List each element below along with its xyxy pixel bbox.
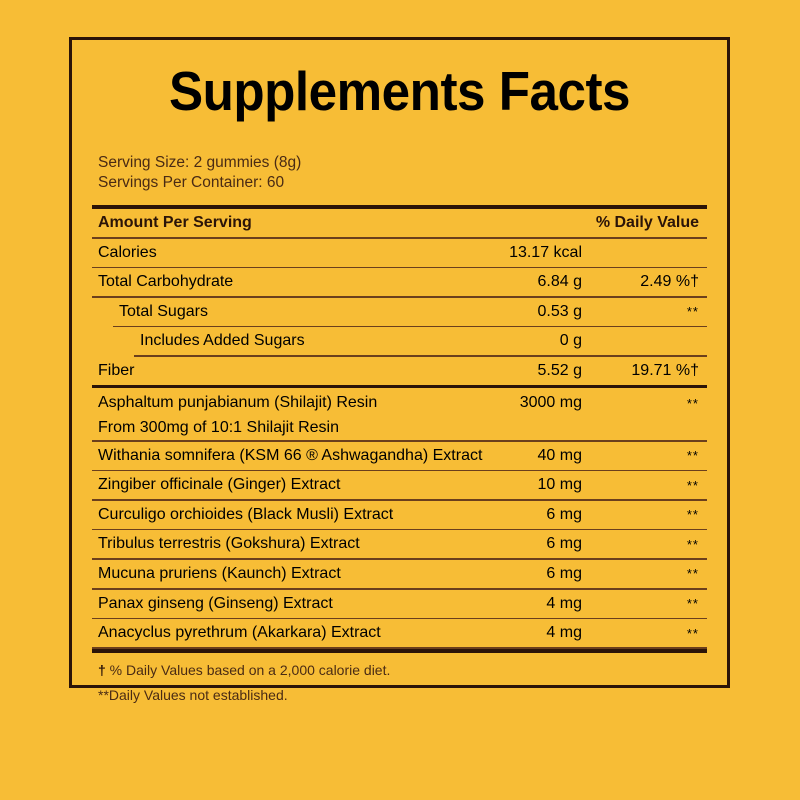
ingredient-name: Anacyclus pyrethrum (Akarkara) Extract xyxy=(98,624,381,642)
serving-size-text: Serving Size: 2 gummies (8g) xyxy=(98,154,302,171)
ingredient-name: Asphaltum punjabianum (Shilajit) Resin xyxy=(98,394,378,412)
ingredient-daily-value: ** xyxy=(686,536,699,552)
table-row: Anacyclus pyrethrum (Akarkara) Extract 4 … xyxy=(92,619,707,647)
footnote-text: † % Daily Values based on a 2,000 calori… xyxy=(98,661,391,678)
ingredient-daily-value: ** xyxy=(686,625,699,641)
table-row: Includes Added Sugars 0 g xyxy=(92,327,707,355)
table-row: Curculigo orchioides (Black Musli) Extra… xyxy=(92,501,707,529)
ingredient-amount: 40 mg xyxy=(537,446,582,464)
table-row: Withania somnifera (KSM 66 ® Ashwagandha… xyxy=(92,442,707,470)
ingredient-amount: 6 mg xyxy=(546,535,582,553)
table-row: Calories 13.17 kcal xyxy=(92,239,707,267)
ingredient-daily-value: ** xyxy=(686,596,699,612)
ingredient-name: Mucuna pruriens (Kaunch) Extract xyxy=(98,564,341,582)
table-header-row: Amount Per Serving % Daily Value xyxy=(92,209,707,237)
ingredient-amount: 4 mg xyxy=(546,594,582,612)
amount-per-serving-header: Amount Per Serving xyxy=(98,214,252,231)
row-separator xyxy=(92,499,707,501)
ingredient-daily-value: ** xyxy=(686,477,699,493)
ingredient-name: Withania somnifera (KSM 66 ® Ashwagandha… xyxy=(98,446,483,464)
nutrient-name: Total Carbohydrate xyxy=(98,273,234,291)
supplement-facts-panel: Supplements Facts Serving Size: 2 gummie… xyxy=(69,37,730,703)
nutrient-amount: 0.53 g xyxy=(537,302,582,320)
rule-below-header xyxy=(92,237,707,239)
ingredient-daily-value: ** xyxy=(686,507,699,523)
table-row: Fiber 5.52 g 19.71 %† xyxy=(92,357,707,385)
nutrient-amount: 6.84 g xyxy=(537,273,582,291)
ingredient-daily-value: ** xyxy=(686,566,699,582)
rule-above-herbals xyxy=(92,384,707,388)
table-row: Zingiber officinale (Ginger) Extract 10 m… xyxy=(92,471,707,499)
nutrient-name: Includes Added Sugars xyxy=(140,332,305,350)
ingredient-name: Zingiber officinale (Ginger) Extract xyxy=(98,476,341,494)
rule-below-shilajit xyxy=(92,439,707,442)
page-title: Supplements Facts xyxy=(168,60,631,122)
nutrient-daily-value: 2.49 %† xyxy=(640,273,699,291)
row-separator xyxy=(92,587,707,590)
ingredient-amount: 4 mg xyxy=(546,624,582,642)
nutrient-name: Total Sugars xyxy=(119,302,208,320)
nutrient-amount: 13.17 kcal xyxy=(509,243,582,261)
row-separator xyxy=(92,296,707,298)
rule-above-footnotes xyxy=(92,648,707,653)
nutrient-name: Calories xyxy=(98,243,157,261)
footnote-text: **Daily Values not established. xyxy=(98,686,288,703)
nutrient-amount: 5.52 g xyxy=(537,361,582,379)
row-separator xyxy=(92,558,707,560)
row-separator xyxy=(92,617,707,620)
ingredient-name: Tribulus terrestris (Gokshura) Extract xyxy=(98,535,360,553)
nutrient-name: Fiber xyxy=(98,361,135,379)
ingredient-amount: 6 mg xyxy=(546,505,582,523)
dagger-symbol: † xyxy=(98,661,106,678)
serving-info: Serving Size: 2 gummies (8g) Servings Pe… xyxy=(92,153,707,193)
nutrient-daily-value: 19.71 %† xyxy=(631,361,699,379)
servings-per-container-text: Servings Per Container: 60 xyxy=(98,174,285,191)
daily-value-header: % Daily Value xyxy=(595,214,699,231)
ingredient-amount: 6 mg xyxy=(546,564,582,582)
row-separator xyxy=(92,647,707,649)
row-separator xyxy=(92,528,707,531)
table-row: Panax ginseng (Ginseng) Extract 4 mg ** xyxy=(92,590,707,618)
row-separator xyxy=(113,325,707,328)
nutrient-daily-value: ** xyxy=(686,304,699,320)
footnotes: † % Daily Values based on a 2,000 calori… xyxy=(92,662,707,703)
ingredient-amount: 10 mg xyxy=(537,476,582,494)
nutrition-rows-group: Calories 13.17 kcal Total Carbohydrate 6.84… xyxy=(92,239,707,385)
herbal-rows-group: Withania somnifera (KSM 66 ® Ashwagandha… xyxy=(92,442,707,649)
nutrient-amount: 0 g xyxy=(559,332,582,350)
rule-above-header xyxy=(92,205,707,209)
ingredient-amount: 3000 mg xyxy=(519,394,582,412)
table-row: Total Carbohydrate 6.84 g 2.49 %† xyxy=(92,268,707,296)
row-separator xyxy=(134,355,707,357)
table-row: Mucuna pruriens (Kaunch) Extract 6 mg ** xyxy=(92,560,707,588)
ingredient-subtext: From 300mg of 10:1 Shilajit Resin xyxy=(98,418,339,436)
ingredient-name: Curculigo orchioides (Black Musli) Extra… xyxy=(98,505,394,523)
table-row: Total Sugars 0.53 g ** xyxy=(92,298,707,326)
label-inner-content: Supplements Facts Serving Size: 2 gummie… xyxy=(92,52,707,703)
row-separator xyxy=(92,469,707,472)
ingredient-name: Panax ginseng (Ginseng) Extract xyxy=(98,594,333,612)
table-row: Asphaltum punjabianum (Shilajit) Resin 3… xyxy=(92,391,707,416)
row-separator xyxy=(92,266,707,269)
ingredient-daily-value: ** xyxy=(686,395,699,411)
table-row: Tribulus terrestris (Gokshura) Extract 6 … xyxy=(92,530,707,558)
ingredient-daily-value: ** xyxy=(686,448,699,464)
